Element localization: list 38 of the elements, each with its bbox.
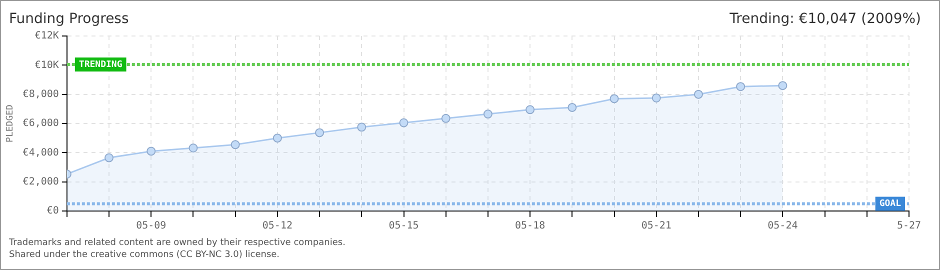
point [146, 146, 156, 156]
point [315, 128, 324, 138]
point [104, 153, 114, 162]
point [230, 140, 240, 150]
x-tick-label: 5-27 [896, 220, 922, 232]
x-tick-label: 05-18 [515, 220, 546, 232]
point [652, 93, 661, 102]
point [568, 102, 577, 112]
x-tick-label: 05-24 [768, 220, 798, 232]
y-tick-label: €10K [34, 60, 59, 71]
chart-title: Funding Progress [9, 11, 129, 27]
point [610, 94, 619, 104]
point [399, 118, 408, 128]
x-tick-label: 05-15 [388, 220, 419, 232]
text: Shared under the creative commons (CC BY-NC 3.0) license. [9, 249, 281, 261]
ref-line-label: TRENDING [78, 60, 122, 70]
y-tick-label: €6,000 [22, 118, 59, 130]
point [188, 144, 198, 152]
x-tick-label: 05-21 [641, 220, 672, 232]
point [736, 82, 746, 92]
point [272, 134, 282, 143]
y-axis-title: PLEDGED [6, 104, 16, 142]
text: Trademarks and related content are owned by their respective companies. [9, 237, 346, 249]
x-tick-label: 05-12 [262, 220, 292, 232]
y-tick-label: €12K [34, 30, 59, 42]
point [483, 110, 492, 119]
y-tick-label: €4,000 [22, 147, 59, 158]
y-tick-label: €0 [46, 206, 59, 217]
chart-subtitle: Trending: €10,047 (2009%) [730, 11, 921, 27]
point [778, 81, 788, 90]
point [694, 90, 703, 99]
point [441, 114, 450, 123]
y-tick-label: €2,000 [22, 176, 59, 188]
point [526, 105, 535, 114]
y-tick-label: €8,000 [22, 88, 59, 100]
point [357, 122, 366, 132]
x-tick-label: 05-09 [136, 220, 166, 232]
ref-line-label: GOAL [879, 199, 902, 210]
